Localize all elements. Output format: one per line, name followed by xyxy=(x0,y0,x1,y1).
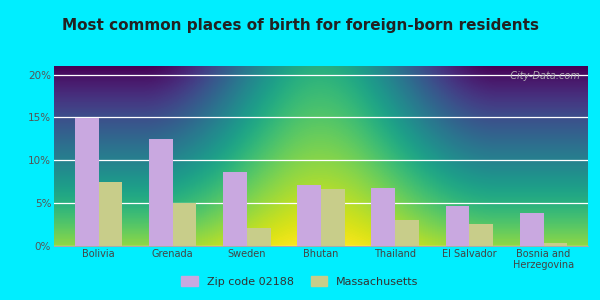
Bar xyxy=(149,139,173,246)
Bar xyxy=(297,185,321,246)
Bar xyxy=(371,188,395,246)
Bar xyxy=(446,206,469,246)
Text: City-Data.com: City-Data.com xyxy=(504,71,580,81)
Bar xyxy=(247,228,271,246)
Bar xyxy=(223,172,247,246)
Bar xyxy=(395,220,419,246)
Legend: Zip code 02188, Massachusetts: Zip code 02188, Massachusetts xyxy=(177,272,423,291)
Bar xyxy=(321,189,345,246)
Bar xyxy=(98,182,122,246)
Text: Most common places of birth for foreign-born residents: Most common places of birth for foreign-… xyxy=(62,18,539,33)
Bar xyxy=(469,224,493,246)
Bar xyxy=(173,203,196,246)
Bar xyxy=(75,118,98,246)
Bar xyxy=(544,243,567,246)
Bar xyxy=(520,213,544,246)
